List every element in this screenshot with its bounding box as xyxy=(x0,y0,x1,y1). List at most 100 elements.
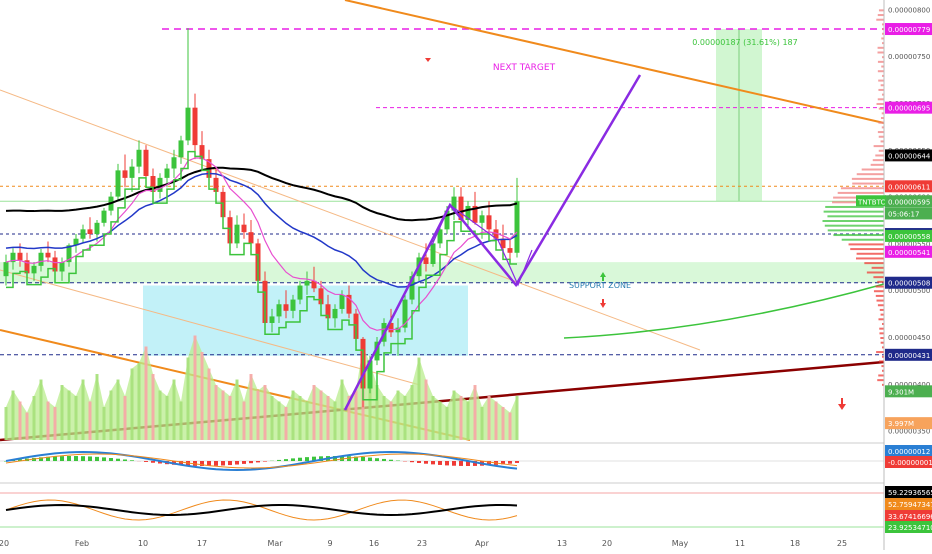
profile-bar xyxy=(879,328,884,330)
profile-bar xyxy=(852,178,884,180)
profile-bar xyxy=(879,108,884,110)
macd-bar xyxy=(452,461,456,466)
volume-bar xyxy=(341,380,344,441)
svg-text:0.00000558: 0.00000558 xyxy=(888,233,930,241)
profile-bar xyxy=(876,19,884,21)
profile-bar xyxy=(879,360,884,362)
svg-text:33.67416696: 33.67416696 xyxy=(888,513,932,521)
volume-bar xyxy=(278,402,281,441)
macd-bar xyxy=(375,458,379,461)
volume-bar xyxy=(5,407,8,440)
svg-text:9.301M: 9.301M xyxy=(888,388,914,396)
macd-bar xyxy=(256,461,260,462)
volume-bar xyxy=(495,402,498,441)
profile-bar xyxy=(850,248,884,250)
time-tick-label: 16 xyxy=(369,539,379,548)
volume-bar xyxy=(390,402,393,441)
price-badge: 3.997M xyxy=(885,417,932,429)
volume-bar xyxy=(271,396,274,440)
macd-badge: 0.00000012 xyxy=(885,445,932,457)
macd-bar xyxy=(515,461,519,463)
profile-bar xyxy=(881,314,884,316)
candle xyxy=(403,295,408,332)
volume-bar xyxy=(257,391,260,441)
macd-bar xyxy=(221,461,225,465)
profile-bar xyxy=(881,84,884,86)
profile-bar xyxy=(881,342,884,344)
volume-bar xyxy=(481,407,484,440)
volume-bar xyxy=(68,391,71,441)
macd-bar xyxy=(249,461,253,463)
volume-bar xyxy=(411,385,414,440)
profile-bar xyxy=(878,61,884,63)
volume-bar xyxy=(201,352,204,440)
time-tick-label: 20 xyxy=(602,539,612,548)
volume-bar xyxy=(12,391,15,441)
volume-bar xyxy=(222,391,225,441)
volume-bar xyxy=(404,396,407,440)
profile-bar xyxy=(849,243,884,245)
macd-bar xyxy=(214,461,218,466)
macd-bar xyxy=(95,457,99,461)
time-tick-label: Feb xyxy=(75,539,89,548)
profile-bar xyxy=(838,192,884,194)
volume-bar xyxy=(194,336,197,441)
macd-bar xyxy=(81,456,85,461)
rsi-badge: 52.75947347 xyxy=(885,498,932,510)
volume-bar xyxy=(47,402,50,441)
volume-bar xyxy=(320,391,323,441)
profile-bar xyxy=(878,318,884,320)
time-tick-label: 18 xyxy=(790,539,800,548)
price-badge: 0.00000595 xyxy=(885,195,932,207)
macd-bar xyxy=(74,456,78,461)
volume-bar xyxy=(131,369,134,441)
volume-bar xyxy=(145,347,148,441)
macd-bar xyxy=(67,456,71,461)
volume-bar xyxy=(397,391,400,441)
profile-bar xyxy=(875,154,884,156)
macd-bar xyxy=(242,461,246,464)
volume-bar xyxy=(117,380,120,441)
price-badge: 0.00000541 xyxy=(885,246,932,258)
macd-bar xyxy=(109,458,113,461)
time-tick-label: 11 xyxy=(735,539,745,548)
svg-text:0.00000012: 0.00000012 xyxy=(888,448,930,456)
price-tick-label: 0.00000750 xyxy=(888,53,930,61)
rsi-badge: 33.67416696 xyxy=(885,510,932,522)
time-tick-label: 13 xyxy=(557,539,567,548)
profile-bar xyxy=(872,267,884,269)
volume-bar xyxy=(103,407,106,440)
volume-bar xyxy=(383,396,386,440)
svg-text:0.00000541: 0.00000541 xyxy=(888,249,930,257)
volume-bar xyxy=(243,402,246,441)
macd-bar xyxy=(389,460,393,461)
volume-bar xyxy=(33,396,36,440)
volume-bar xyxy=(173,380,176,441)
price-tick-label: 0.00000800 xyxy=(888,6,930,14)
macd-bar xyxy=(305,457,309,461)
volume-bar xyxy=(264,385,267,440)
svg-text:23.92534710: 23.92534710 xyxy=(888,524,932,532)
time-tick-label: May xyxy=(672,539,689,548)
macd-bar xyxy=(361,457,365,461)
svg-text:05:06:17: 05:06:17 xyxy=(888,210,919,218)
price-badge: 0.00000431 xyxy=(885,349,932,361)
macd-bar xyxy=(382,459,386,461)
volume-bar xyxy=(166,396,169,440)
svg-text:TNTBTC: TNTBTC xyxy=(857,198,885,206)
profile-bar xyxy=(878,80,884,82)
volume-bar xyxy=(138,363,141,440)
time-tick-label: 9 xyxy=(327,539,332,548)
svg-text:0.00000695: 0.00000695 xyxy=(888,105,930,113)
macd-bar xyxy=(424,461,428,464)
profile-bar xyxy=(876,351,884,353)
volume-bar xyxy=(502,407,505,440)
volume-bar xyxy=(292,391,295,441)
time-tick-label: Mar xyxy=(267,539,283,548)
macd-bar xyxy=(459,461,463,466)
volume-bar xyxy=(187,358,190,441)
profile-bar xyxy=(852,183,884,185)
volume-bar xyxy=(313,385,316,440)
profile-bar xyxy=(842,239,884,241)
